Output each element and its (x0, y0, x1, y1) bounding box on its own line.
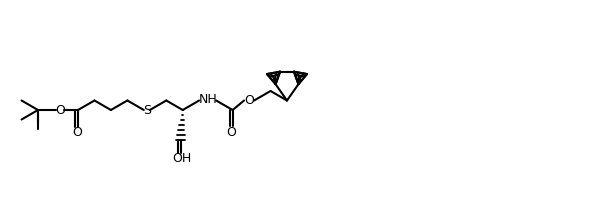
Text: O: O (244, 94, 254, 107)
Text: O: O (55, 104, 65, 116)
Text: OH: OH (172, 152, 192, 166)
Text: O: O (72, 126, 82, 140)
Text: S: S (143, 104, 151, 116)
Text: O: O (227, 125, 237, 139)
Text: NH: NH (199, 93, 218, 106)
